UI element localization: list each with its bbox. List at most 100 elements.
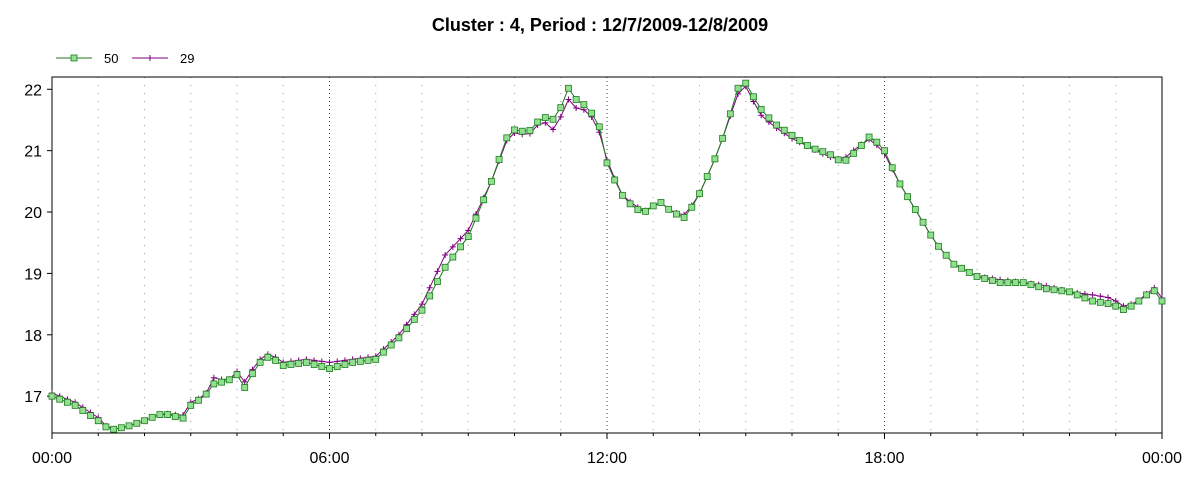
series-50-point bbox=[750, 93, 757, 101]
series-50-point bbox=[611, 176, 619, 184]
series-50-point bbox=[572, 96, 580, 103]
grid bbox=[97, 77, 1117, 433]
series-50-point bbox=[295, 360, 303, 367]
series-50-point bbox=[680, 214, 688, 221]
series-50-point bbox=[935, 242, 942, 250]
series-29-point bbox=[557, 113, 564, 120]
series-29-point bbox=[419, 301, 425, 308]
legend-swatch-marker bbox=[147, 55, 153, 61]
series-50-point bbox=[780, 126, 788, 134]
series-50-point bbox=[472, 214, 480, 222]
series-50-point bbox=[518, 127, 526, 135]
series-50-point bbox=[87, 412, 94, 420]
series-50-point bbox=[1143, 291, 1150, 299]
series-50-point bbox=[958, 264, 965, 272]
series-50-point bbox=[1081, 294, 1089, 302]
series-50-point bbox=[996, 279, 1004, 287]
series-50-point bbox=[557, 104, 565, 112]
series-29-point bbox=[550, 126, 557, 133]
series-50-point bbox=[911, 206, 919, 213]
series-50-point bbox=[888, 164, 896, 172]
x-tick-label: 12:00 bbox=[587, 450, 627, 467]
series-50-point bbox=[1058, 287, 1066, 295]
series-50-point bbox=[1150, 287, 1158, 295]
series-50-point bbox=[595, 123, 603, 131]
legend: 50 29 bbox=[56, 51, 194, 66]
series-29-point bbox=[596, 129, 603, 136]
series-50-point bbox=[241, 384, 249, 391]
series-29-point bbox=[449, 243, 456, 250]
series-50-point bbox=[141, 417, 148, 425]
series-50-point bbox=[711, 155, 719, 163]
series-50-point bbox=[233, 371, 241, 379]
series-50-point bbox=[1112, 302, 1120, 310]
series-50-point bbox=[1089, 297, 1097, 305]
series-50-point bbox=[719, 134, 727, 142]
series-50-point bbox=[133, 419, 141, 427]
series-50-point bbox=[649, 202, 657, 210]
series-50-point bbox=[94, 417, 102, 425]
series-50-point bbox=[989, 277, 996, 284]
series-50-point bbox=[71, 401, 79, 409]
series-50-point bbox=[842, 156, 850, 164]
series-50-point bbox=[804, 142, 811, 149]
series-50-point bbox=[580, 101, 588, 109]
series-50-point bbox=[950, 260, 958, 268]
series-50-point bbox=[773, 121, 780, 129]
series-50-point bbox=[356, 357, 364, 365]
series-50-point bbox=[1004, 279, 1012, 287]
series-50-point bbox=[449, 253, 457, 261]
series-50-point bbox=[364, 356, 372, 364]
series-50-point bbox=[1073, 291, 1081, 299]
series-50-point bbox=[726, 110, 734, 118]
series-29-point bbox=[1097, 293, 1104, 300]
series-50-point bbox=[642, 207, 649, 215]
y-tick-label: 20 bbox=[24, 205, 42, 222]
series-50-point bbox=[1104, 300, 1112, 307]
y-tick-label: 17 bbox=[24, 389, 42, 406]
series-29-point bbox=[434, 268, 441, 275]
series-50-point bbox=[734, 84, 742, 92]
series-50-point bbox=[434, 278, 441, 285]
series-50-point bbox=[333, 363, 341, 370]
x-tick-label: 00:00 bbox=[1142, 450, 1182, 467]
y-tick-label: 19 bbox=[24, 266, 42, 283]
legend-item-29: 29 bbox=[132, 51, 194, 66]
series-50-point bbox=[148, 413, 156, 421]
series-50 bbox=[48, 79, 1166, 433]
series-50-point bbox=[410, 316, 418, 323]
series-50-point bbox=[549, 115, 557, 123]
x-tick-label: 06:00 bbox=[309, 450, 349, 467]
series-50-point bbox=[1135, 297, 1143, 305]
series-50-point bbox=[619, 191, 626, 199]
series-50-point bbox=[881, 147, 888, 155]
series-50-point bbox=[210, 380, 218, 388]
series-50-point bbox=[626, 200, 634, 208]
series-50-point bbox=[857, 142, 865, 149]
series-50-point bbox=[757, 105, 765, 113]
series-50-point bbox=[249, 370, 256, 378]
series-29-point bbox=[442, 252, 449, 258]
series-50-point bbox=[1012, 279, 1019, 287]
series-50-point bbox=[927, 231, 935, 239]
series-29-point bbox=[457, 235, 464, 242]
series-50-point bbox=[310, 361, 318, 368]
series-50-point bbox=[187, 401, 195, 409]
chart-title: Cluster : 4, Period : 12/7/2009-12/8/200… bbox=[432, 15, 768, 35]
x-tick-label: 00:00 bbox=[32, 450, 72, 467]
series-29-point bbox=[565, 96, 572, 103]
series-50-point bbox=[603, 159, 611, 167]
series-50-point bbox=[742, 79, 750, 87]
series-50-point bbox=[834, 156, 842, 164]
series-29-point bbox=[210, 374, 217, 381]
series-50-point bbox=[495, 156, 503, 164]
legend-label: 50 bbox=[104, 51, 118, 66]
series-50-point bbox=[272, 356, 279, 364]
series-50-point bbox=[688, 203, 696, 211]
series-29-point bbox=[326, 359, 333, 366]
series-50-point bbox=[672, 210, 680, 218]
series-50-point bbox=[171, 413, 179, 421]
x-tick-label: 18:00 bbox=[864, 450, 904, 467]
series-50-point bbox=[942, 251, 950, 259]
series-50-point bbox=[279, 362, 287, 369]
